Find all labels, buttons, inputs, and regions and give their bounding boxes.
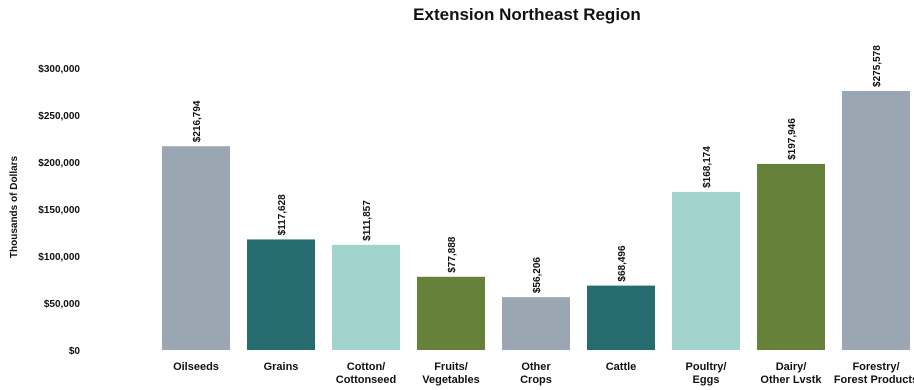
category-label: Cotton/Cottonseed xyxy=(336,361,397,386)
bars xyxy=(162,90,910,351)
bar xyxy=(757,163,825,350)
bar xyxy=(417,276,485,350)
category-label: Oilseeds xyxy=(173,361,219,373)
category-label: Grains xyxy=(264,361,299,373)
bar xyxy=(502,297,570,350)
bar xyxy=(672,191,740,350)
y-axis-label: Thousands of Dollars xyxy=(9,155,20,258)
data-label: $168,174 xyxy=(702,146,713,188)
data-label: $275,578 xyxy=(872,45,883,87)
category-label: Poultry/Eggs xyxy=(686,361,727,386)
data-label: $117,628 xyxy=(277,194,288,236)
bar xyxy=(842,90,910,351)
data-label: $68,496 xyxy=(617,245,628,282)
chart-title: Extension Northeast Region xyxy=(413,5,641,24)
y-tick-label: $150,000 xyxy=(38,205,80,216)
y-tick-label: $300,000 xyxy=(38,64,80,75)
data-label: $111,857 xyxy=(362,200,373,241)
category-labels: Oilseeds Grains Cotton/Cottonseed Fruits/Ve… xyxy=(173,361,914,386)
y-axis-ticks: $0 $50,000 $100,000 $150,000 $200,000 $250,00… xyxy=(38,64,80,357)
bar xyxy=(247,239,315,350)
category-label: Dairy/Other Lvstk xyxy=(760,361,822,386)
data-label: $216,794 xyxy=(192,100,203,142)
data-label: $56,206 xyxy=(532,257,543,294)
data-label: $77,888 xyxy=(447,236,458,273)
category-label: Other Crops xyxy=(520,361,552,386)
bar xyxy=(587,285,655,350)
bar xyxy=(162,146,230,350)
data-labels: $216,794 $117,628 $111,857 $77,888 $56,206 $6… xyxy=(192,45,883,293)
category-label: Cattle xyxy=(606,361,637,373)
y-tick-label: $200,000 xyxy=(38,158,80,169)
bar xyxy=(332,244,400,350)
y-tick-label: $100,000 xyxy=(38,252,80,263)
category-label: Fruits/Vegetables xyxy=(422,361,479,386)
category-label: Forestry/Forest Products xyxy=(834,361,914,386)
y-tick-label: $50,000 xyxy=(44,299,81,310)
data-label: $197,946 xyxy=(787,118,798,160)
y-tick-label: $0 xyxy=(69,346,81,357)
y-tick-label: $250,000 xyxy=(38,111,80,122)
